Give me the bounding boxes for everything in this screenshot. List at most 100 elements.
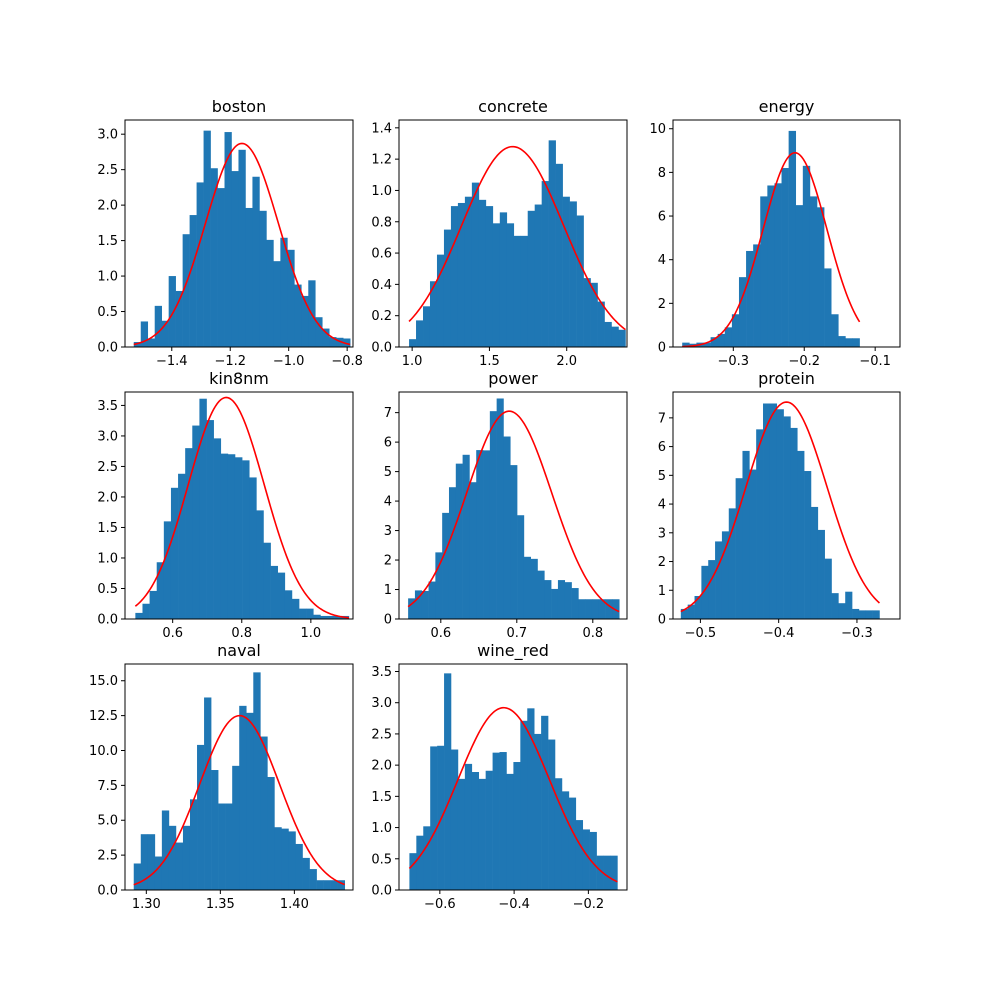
bar-kin8nm-18	[263, 542, 271, 619]
bar-kin8nm-10	[206, 420, 214, 619]
bar-wine-red-24	[575, 820, 584, 890]
bar-concrete-5	[443, 229, 452, 347]
bar-boston-15	[238, 149, 246, 347]
bar-kin8nm-12	[220, 453, 229, 619]
ytick-label-concrete-5: 1.0	[371, 184, 392, 199]
bar-naval-24	[302, 857, 310, 890]
fit-curve-energy	[682, 151, 861, 348]
bar-boston-30	[343, 338, 351, 347]
bar-wine-red-25	[582, 829, 590, 890]
bar-concrete-7	[457, 202, 466, 347]
bar-naval-18	[260, 736, 268, 890]
ytick-label-boston-5: 2.5	[97, 163, 118, 178]
bar-boston-20	[273, 261, 281, 347]
bar-protein-3	[701, 565, 709, 619]
bar-naval-14	[232, 765, 240, 890]
bar-kin8nm-3	[156, 562, 165, 619]
bar-concrete-10	[478, 199, 487, 347]
axes-frame-naval	[124, 663, 354, 891]
title-energy: energy	[759, 97, 815, 116]
bar-concrete-6	[450, 206, 459, 347]
axes-frame-energy	[672, 119, 901, 348]
bar-wine-red-15	[513, 762, 521, 890]
bar-naval-2	[147, 834, 156, 890]
bar-wine-red-14	[506, 773, 514, 890]
bar-energy-15	[788, 130, 797, 347]
bar-power-2	[421, 590, 429, 619]
title-protein: protein	[758, 369, 815, 388]
ytick-label-power-3: 3	[384, 524, 392, 539]
bar-power-10	[476, 450, 484, 619]
bar-boston-3	[154, 305, 162, 347]
ytick-label-power-4: 4	[384, 495, 392, 510]
bar-naval-10	[204, 697, 212, 890]
bar-energy-6	[724, 327, 733, 347]
bar-wine-red-1	[416, 835, 424, 890]
bar-wine-red-16	[520, 720, 528, 890]
bar-wine-red-19	[541, 715, 549, 890]
bar-naval-22	[288, 831, 296, 890]
bar-concrete-20	[548, 140, 556, 347]
ytick-label-protein-4: 4	[658, 498, 666, 513]
xtick-label-energy-2: −0.1	[859, 354, 891, 369]
ytick-label-concrete-6: 1.2	[371, 153, 392, 168]
bar-kin8nm-0	[135, 612, 143, 619]
ytick-label-energy-4: 8	[658, 166, 666, 181]
title-kin8nm: kin8nm	[209, 369, 269, 388]
bar-naval-28	[330, 880, 338, 890]
bar-concrete-19	[541, 181, 549, 347]
ytick-label-wine-red-5: 2.5	[371, 727, 392, 742]
xtick-label-wine-red-2: −0.2	[573, 897, 605, 912]
bar-boston-14	[231, 171, 239, 347]
bar-wine-red-21	[554, 778, 563, 890]
bar-kin8nm-21	[284, 590, 293, 619]
bar-naval-9	[197, 744, 205, 890]
ytick-label-energy-0: 0	[658, 341, 666, 356]
bar-protein-24	[845, 591, 853, 619]
bar-kin8nm-15	[242, 460, 250, 619]
bar-kin8nm-14	[234, 457, 243, 619]
xtick-label-kin8nm-0: 0.6	[162, 626, 183, 641]
bar-wine-red-3	[430, 746, 438, 890]
xtick-label-protein-1: −0.4	[763, 626, 795, 641]
bar-boston-22	[287, 249, 295, 347]
ytick-label-energy-5: 10	[649, 122, 666, 137]
bar-concrete-12	[492, 223, 501, 347]
bar-protein-13	[769, 403, 778, 619]
bar-protein-22	[831, 593, 839, 619]
subplot-power: 0.6 0.7 0.8 0 1 2 3 4 5 6 7 power	[384, 369, 628, 641]
ytick-label-boston-3: 1.5	[97, 234, 118, 249]
bar-naval-25	[309, 869, 317, 890]
bar-naval-23	[295, 843, 303, 890]
bar-protein-10	[749, 469, 757, 619]
bar-protein-21	[824, 558, 832, 619]
ytick-label-protein-1: 1	[658, 584, 666, 599]
axes-frame-power	[398, 391, 628, 620]
bar-power-13	[496, 398, 504, 619]
bar-concrete-9	[471, 182, 480, 347]
bar-wine-red-2	[423, 826, 431, 890]
bar-boston-10	[203, 130, 211, 347]
bar-protein-15	[783, 416, 791, 619]
bar-kin8nm-5	[170, 487, 179, 619]
bar-energy-11	[760, 196, 768, 347]
bar-protein-28	[872, 610, 880, 619]
bar-boston-4	[161, 320, 169, 347]
ytick-label-kin8nm-5: 2.5	[97, 460, 118, 475]
bar-wine-red-27	[596, 855, 604, 890]
xtick-label-boston-3: −0.8	[331, 354, 363, 369]
xtick-label-power-2: 0.8	[582, 626, 603, 641]
ytick-label-power-5: 5	[384, 465, 392, 480]
bar-naval-6	[175, 842, 184, 890]
bar-concrete-22	[562, 196, 570, 347]
bar-energy-0	[682, 342, 690, 347]
bar-boston-6	[175, 290, 183, 347]
bar-concrete-29	[611, 326, 619, 347]
bar-protein-11	[756, 429, 764, 619]
bar-energy-23	[845, 338, 853, 347]
bar-kin8nm-27	[327, 615, 335, 619]
bar-power-14	[503, 436, 511, 619]
bar-protein-4	[708, 560, 716, 619]
axes-frame-concrete	[398, 119, 628, 348]
bar-wine-red-26	[589, 831, 597, 890]
